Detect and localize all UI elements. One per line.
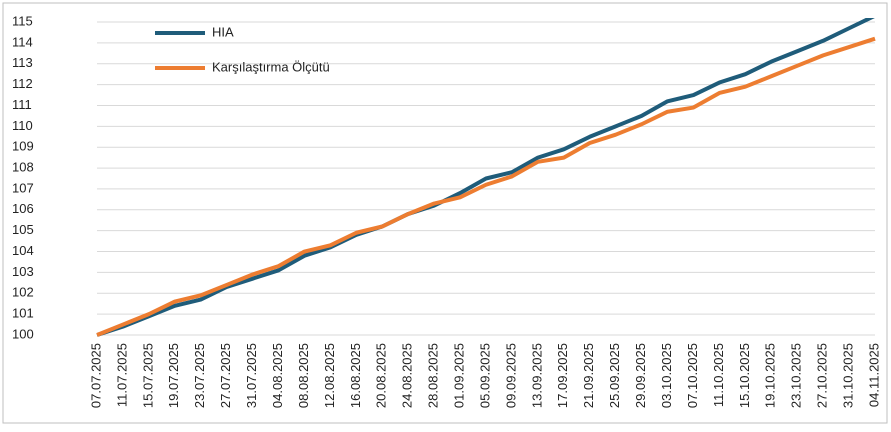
x-tick-label: 29.09.2025: [633, 343, 648, 408]
x-tick-label: 04.08.2025: [270, 343, 285, 408]
x-tick-label: 20.08.2025: [374, 343, 389, 408]
x-tick-label: 15.10.2025: [737, 343, 752, 408]
y-tick-label: 106: [12, 201, 34, 216]
x-tick-label: 19.07.2025: [166, 343, 181, 408]
labels: 100 101 102 103 104 105 106 107 108 109 110 111 112 1…: [12, 13, 881, 408]
x-tick-label: 17.09.2025: [555, 343, 570, 408]
y-tick-label: 111: [12, 97, 32, 112]
y-tick-label: 108: [12, 160, 34, 175]
y-tick-label: 105: [12, 222, 34, 237]
series-line: [96, 36, 876, 337]
x-tick-label: 13.09.2025: [529, 343, 544, 408]
x-tick-label: 15.07.2025: [140, 343, 155, 408]
x-tick-label: 25.09.2025: [607, 343, 622, 408]
y-tick-label: 115: [12, 13, 33, 28]
x-tick-label: 21.09.2025: [581, 343, 596, 408]
x-tick-label: 03.10.2025: [659, 343, 674, 408]
x-tick-label: 04.11.2025: [866, 343, 881, 407]
y-tick-label: 102: [12, 285, 34, 300]
legend-label: Karşılaştırma Ölçütü: [212, 59, 330, 74]
x-tick-label: 27.07.2025: [218, 343, 233, 408]
x-tick-label: 16.08.2025: [348, 343, 363, 408]
y-tick-label: 112: [12, 76, 33, 91]
y-tick-label: 107: [12, 180, 34, 195]
x-tick-label: 19.10.2025: [763, 343, 778, 408]
y-tick-label: 114: [12, 34, 33, 49]
x-tick-label: 09.09.2025: [503, 343, 518, 408]
y-tick-label: 100: [12, 326, 34, 341]
plot-area: [96, 18, 876, 337]
x-tick-label: 27.10.2025: [815, 343, 830, 408]
x-tick-label: 05.09.2025: [477, 343, 492, 408]
x-tick-label: 28.08.2025: [426, 343, 441, 408]
x-tick-label: 01.09.2025: [452, 343, 467, 408]
x-tick-label: 11.10.2025: [711, 343, 726, 407]
x-tick-label: 11.07.2025: [114, 343, 129, 407]
x-tick-label: 07.07.2025: [88, 343, 103, 408]
chart-border: [2, 2, 888, 424]
x-tick-label: 08.08.2025: [296, 343, 311, 408]
x-tick-label: 07.10.2025: [685, 343, 700, 408]
x-tick-label: 31.07.2025: [244, 343, 259, 408]
y-tick-label: 113: [12, 55, 33, 70]
x-tick-label: 23.10.2025: [789, 343, 804, 408]
x-tick-label: 12.08.2025: [322, 343, 337, 408]
legend-label: HIA: [212, 24, 234, 39]
y-tick-label: 104: [12, 243, 34, 258]
y-tick-label: 109: [12, 139, 34, 154]
x-tick-label: 31.10.2025: [841, 343, 856, 408]
x-tick-label: 23.07.2025: [192, 343, 207, 408]
y-tick-label: 101: [12, 306, 34, 321]
y-tick-label: 103: [12, 264, 34, 279]
y-tick-label: 110: [12, 118, 33, 133]
x-tick-label: 24.08.2025: [400, 343, 415, 408]
